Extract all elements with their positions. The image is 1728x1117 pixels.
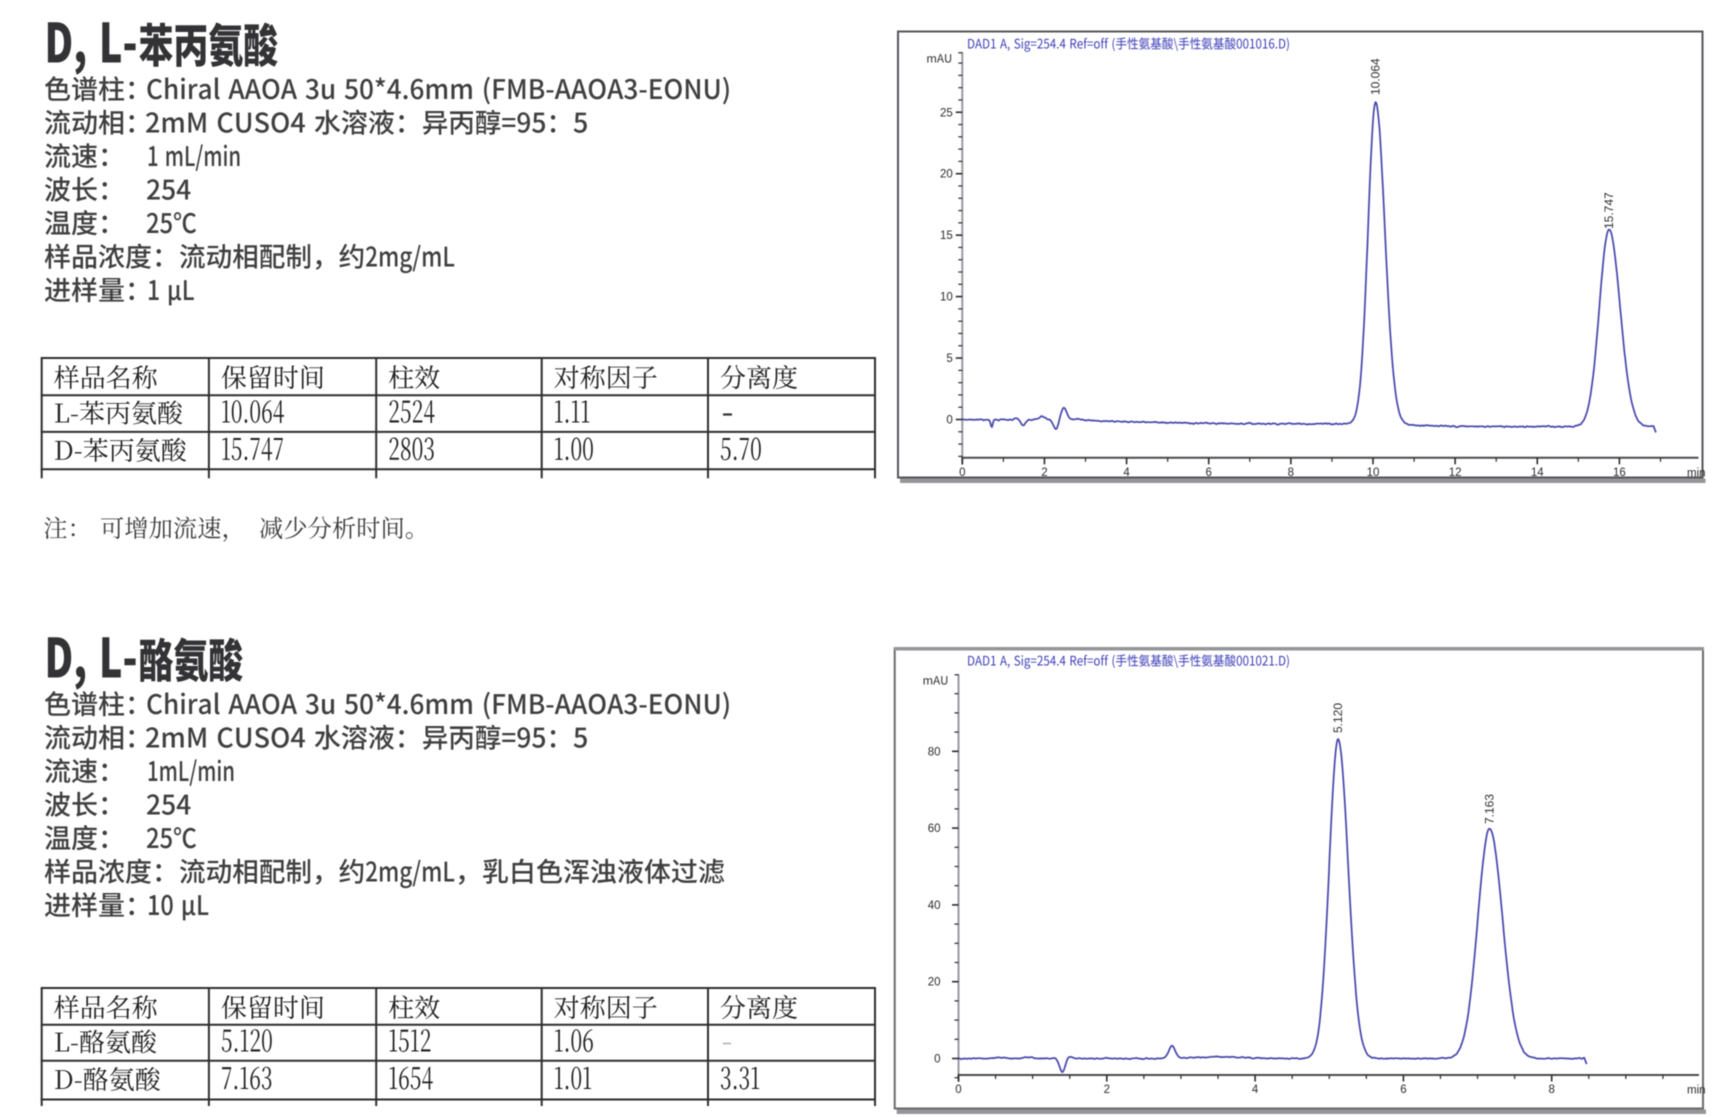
svg-text:25: 25 xyxy=(940,107,953,119)
svg-text:6: 6 xyxy=(1206,467,1212,479)
svg-text:2: 2 xyxy=(1104,1084,1110,1096)
svg-text:0: 0 xyxy=(946,415,952,427)
svg-text:6: 6 xyxy=(1400,1084,1406,1096)
svg-text:10.064: 10.064 xyxy=(1369,58,1383,95)
svg-text:15.747: 15.747 xyxy=(1602,192,1616,229)
svg-text:4: 4 xyxy=(1252,1084,1259,1096)
svg-text:20: 20 xyxy=(928,977,941,989)
svg-text:min: min xyxy=(1687,1085,1706,1097)
svg-text:10: 10 xyxy=(1367,467,1380,479)
svg-text:12: 12 xyxy=(1449,467,1462,479)
svg-text:60: 60 xyxy=(928,823,941,835)
svg-text:0: 0 xyxy=(955,1084,961,1096)
svg-text:4: 4 xyxy=(1123,467,1130,479)
svg-text:min: min xyxy=(1687,467,1706,479)
svg-text:15: 15 xyxy=(940,230,953,242)
svg-text:7.163: 7.163 xyxy=(1483,794,1497,824)
svg-text:40: 40 xyxy=(928,900,941,912)
svg-text:5.120: 5.120 xyxy=(1331,703,1345,733)
svg-text:16: 16 xyxy=(1613,467,1626,479)
svg-text:5: 5 xyxy=(946,353,952,365)
svg-text:0: 0 xyxy=(959,467,965,479)
svg-text:8: 8 xyxy=(1548,1084,1554,1096)
svg-text:14: 14 xyxy=(1531,467,1544,479)
svg-text:2: 2 xyxy=(1041,467,1047,479)
svg-text:20: 20 xyxy=(940,169,953,181)
svg-text:8: 8 xyxy=(1288,467,1294,479)
svg-text:80: 80 xyxy=(928,746,941,758)
svg-text:10: 10 xyxy=(940,292,953,304)
svg-text:0: 0 xyxy=(934,1054,940,1066)
